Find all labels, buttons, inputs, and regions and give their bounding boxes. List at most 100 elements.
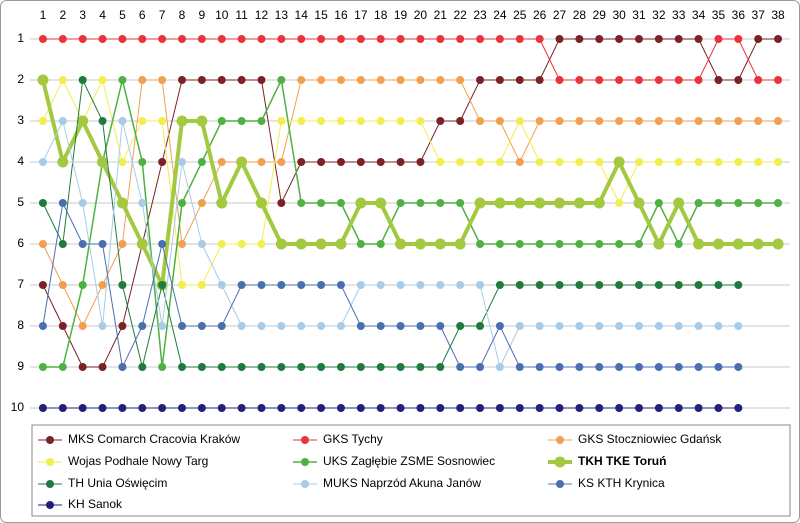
point (694, 363, 703, 371)
x-tick-label: 5 (119, 8, 126, 22)
x-tick-label: 1 (40, 8, 47, 22)
point (336, 281, 345, 289)
point (476, 117, 485, 125)
legend-label: TKH TKE Toruń (578, 454, 666, 468)
point (118, 363, 127, 371)
legend-marker (301, 436, 309, 444)
point (714, 117, 723, 125)
x-tick-label: 14 (295, 8, 309, 22)
point (615, 322, 624, 330)
point (515, 76, 524, 84)
point (575, 35, 584, 43)
point (694, 76, 703, 84)
point (654, 363, 663, 371)
point (595, 117, 604, 125)
y-tick-label: 10 (11, 400, 25, 414)
point (515, 404, 524, 412)
point (714, 76, 723, 84)
point (654, 199, 663, 207)
point (38, 363, 47, 371)
point (376, 76, 385, 84)
point (118, 117, 127, 125)
point (595, 35, 604, 43)
x-tick-label: 8 (179, 8, 186, 22)
point (615, 281, 624, 289)
point (297, 322, 306, 330)
point (593, 197, 605, 209)
point (118, 158, 127, 166)
point (694, 117, 703, 125)
point (654, 404, 663, 412)
x-tick-label: 24 (493, 8, 507, 22)
point (257, 117, 266, 125)
point (573, 197, 585, 209)
x-tick-label: 33 (672, 8, 686, 22)
point (336, 404, 345, 412)
point (317, 117, 326, 125)
point (714, 404, 723, 412)
point (615, 363, 624, 371)
y-tick-label: 6 (17, 236, 24, 250)
point (297, 199, 306, 207)
point (555, 240, 564, 248)
y-tick-label: 9 (17, 359, 24, 373)
x-tick-label: 16 (334, 8, 348, 22)
point (336, 199, 345, 207)
point (436, 76, 445, 84)
point (317, 281, 326, 289)
legend-marker (301, 458, 309, 466)
point (416, 35, 425, 43)
legend-entry: MKS Comarch Cracovia Kraków (38, 432, 240, 446)
point (98, 240, 107, 248)
point (98, 404, 107, 412)
point (436, 281, 445, 289)
point (515, 281, 524, 289)
point (434, 238, 446, 250)
point (356, 404, 365, 412)
point (436, 404, 445, 412)
point (595, 240, 604, 248)
point (416, 404, 425, 412)
point (555, 281, 564, 289)
point (674, 322, 683, 330)
point (58, 404, 67, 412)
point (297, 76, 306, 84)
point (297, 363, 306, 371)
legend-entry: Wojas Podhale Nowy Targ (38, 454, 208, 468)
point (754, 158, 763, 166)
x-tick-label: 19 (394, 8, 408, 22)
x-tick-label: 21 (434, 8, 448, 22)
point (376, 363, 385, 371)
point (734, 281, 743, 289)
point (98, 281, 107, 289)
point (754, 76, 763, 84)
point (634, 240, 643, 248)
point (118, 35, 127, 43)
point (217, 404, 226, 412)
x-tick-label: 18 (374, 8, 388, 22)
point (436, 363, 445, 371)
point (217, 35, 226, 43)
point (734, 199, 743, 207)
x-tick-label: 25 (513, 8, 527, 22)
legend-entry: KS KTH Krynica (548, 476, 665, 490)
point (674, 158, 683, 166)
x-tick-label: 26 (533, 8, 547, 22)
point (515, 363, 524, 371)
point (138, 35, 147, 43)
point (654, 35, 663, 43)
point (535, 76, 544, 84)
x-tick-label: 6 (139, 8, 146, 22)
series (38, 117, 743, 371)
point (476, 240, 485, 248)
point (197, 363, 206, 371)
point (575, 158, 584, 166)
point (535, 240, 544, 248)
point (535, 117, 544, 125)
point (495, 322, 504, 330)
point (118, 240, 127, 248)
point (237, 117, 246, 125)
legend-label: KH Sanok (68, 497, 123, 511)
point (495, 76, 504, 84)
point (495, 117, 504, 125)
